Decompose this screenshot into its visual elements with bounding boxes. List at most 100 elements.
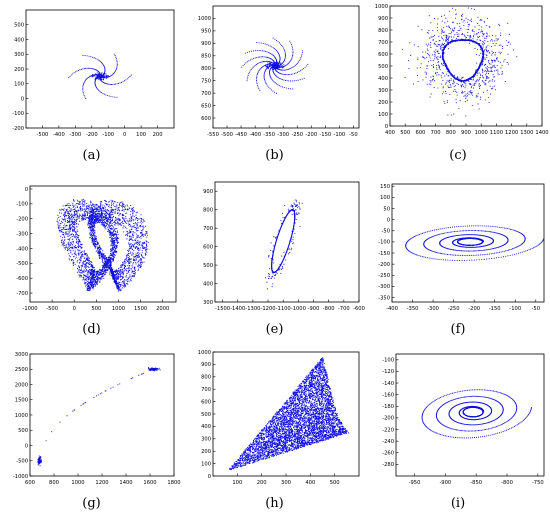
data-point: [256, 75, 258, 77]
data-point: [117, 212, 120, 214]
data-point: [114, 224, 116, 226]
data-point: [428, 43, 430, 45]
data-point: [97, 243, 99, 245]
data-point: [429, 57, 431, 59]
data-point: [460, 14, 463, 17]
data-point: [495, 35, 497, 37]
data-point: [499, 53, 501, 55]
data-point: [455, 9, 457, 11]
data-point: [145, 249, 147, 251]
data-point: [120, 283, 122, 285]
x-tick-label: 2000: [156, 306, 169, 312]
data-point: [76, 226, 78, 228]
data-point: [60, 235, 62, 237]
data-point: [477, 72, 479, 74]
data-point: [478, 67, 480, 69]
data-point: [72, 221, 74, 223]
data-point: [290, 67, 292, 69]
data-point: [76, 229, 78, 231]
x-tick-label: -100: [333, 132, 345, 138]
data-point: [58, 216, 60, 218]
data-point: [276, 39, 278, 41]
data-point: [115, 83, 117, 85]
data-point: [482, 44, 484, 46]
data-point: [104, 82, 106, 84]
data-point: [110, 236, 112, 239]
data-point: [291, 57, 293, 59]
data-point: [282, 66, 284, 69]
data-point: [464, 87, 466, 89]
data-point: [61, 244, 63, 246]
data-point: [492, 43, 494, 45]
data-point: [253, 65, 255, 67]
data-point: [70, 74, 72, 76]
x-tick-label: -400: [249, 132, 261, 138]
data-point: [269, 76, 272, 78]
data-point: [482, 46, 484, 48]
data-point: [112, 211, 114, 213]
data-point: [116, 204, 118, 206]
data-point: [481, 29, 483, 31]
data-point: [138, 266, 140, 268]
data-point: [289, 80, 292, 82]
data-point: [443, 14, 445, 16]
data-point: [57, 221, 59, 223]
data-point: [444, 45, 446, 47]
data-point: [103, 270, 105, 272]
x-tick-label: 700: [431, 130, 441, 136]
data-point: [283, 48, 285, 50]
data-point: [467, 31, 469, 34]
data-point: [441, 76, 443, 78]
data-point: [112, 260, 114, 262]
data-point: [89, 75, 91, 77]
data-point: [464, 94, 466, 97]
data-point: [61, 212, 63, 214]
data-point: [110, 207, 112, 209]
data-point: [273, 67, 275, 70]
data-point: [61, 230, 63, 232]
data-point: [463, 81, 465, 83]
data-point: [95, 250, 97, 252]
data-point: [129, 225, 131, 228]
data-point: [99, 222, 101, 224]
data-point: [141, 255, 143, 257]
data-point: [128, 249, 130, 251]
data-point: [113, 72, 115, 74]
data-point: [424, 71, 426, 73]
data-point: [432, 30, 434, 32]
data-point: [118, 82, 120, 84]
data-point: [478, 24, 480, 26]
data-point: [96, 72, 98, 74]
data-point: [449, 84, 451, 86]
data-point: [84, 217, 86, 219]
data-point: [90, 232, 92, 234]
data-point: [278, 42, 280, 44]
data-point: [128, 260, 130, 262]
data-point: [456, 32, 458, 34]
data-point: [269, 58, 272, 60]
data-point: [425, 72, 427, 74]
data-point: [433, 50, 435, 52]
data-point: [456, 83, 458, 85]
data-point: [283, 69, 285, 71]
data-point: [452, 80, 454, 82]
data-point: [258, 42, 260, 44]
data-point: [478, 84, 480, 86]
data-point: [462, 80, 464, 82]
data-point: [275, 66, 277, 68]
data-point: [483, 37, 485, 39]
data-point: [268, 66, 270, 68]
data-point: [282, 79, 284, 81]
data-point: [271, 46, 273, 48]
x-tick-label: -200: [305, 132, 317, 138]
data-point: [135, 212, 137, 214]
data-point: [103, 265, 105, 267]
plot-area-a: -500 -400 -300 -200 -100 0 100 200-200-10001002…: [12, 9, 175, 138]
data-point: [508, 33, 510, 35]
data-point: [279, 69, 281, 71]
data-point: [303, 67, 305, 70]
data-point: [470, 93, 472, 95]
data-point: [426, 65, 428, 67]
data-point: [139, 221, 141, 223]
data-point: [487, 97, 489, 99]
